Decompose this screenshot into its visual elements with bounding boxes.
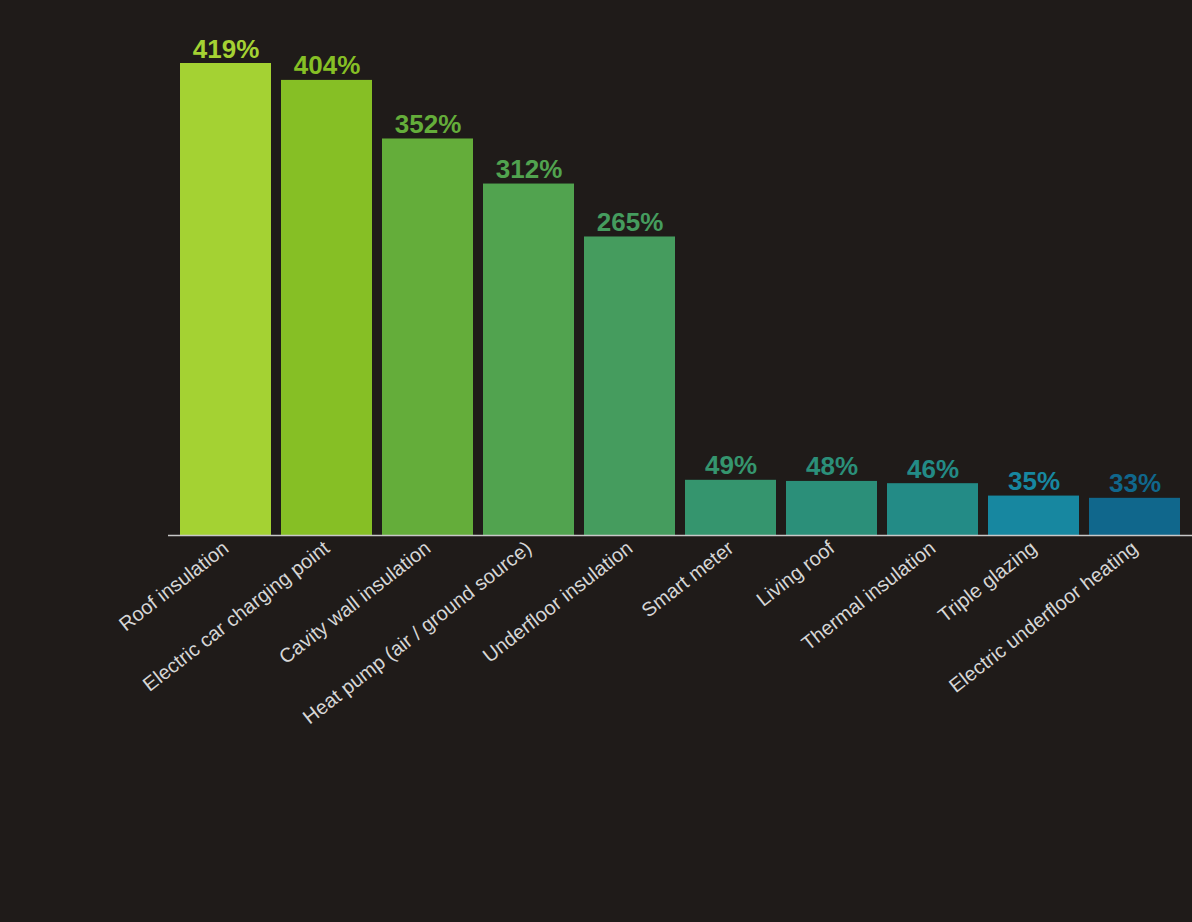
svg-text:35%: 35% bbox=[1008, 466, 1060, 496]
svg-text:Triple glazing: Triple glazing bbox=[934, 536, 1041, 626]
svg-text:Cavity wall insulation: Cavity wall insulation bbox=[274, 536, 435, 668]
svg-text:419%: 419% bbox=[193, 34, 260, 64]
svg-text:Living roof: Living roof bbox=[752, 536, 839, 610]
svg-text:46%: 46% bbox=[907, 454, 959, 484]
svg-text:33%: 33% bbox=[1109, 468, 1161, 498]
svg-text:Electric car charging point: Electric car charging point bbox=[139, 536, 334, 695]
svg-text:312%: 312% bbox=[496, 154, 563, 184]
svg-text:404%: 404% bbox=[294, 50, 361, 80]
svg-text:265%: 265% bbox=[597, 207, 664, 237]
svg-text:Smart meter: Smart meter bbox=[637, 536, 738, 621]
svg-text:Roof insulation: Roof insulation bbox=[114, 536, 233, 636]
svg-text:Electric underfloor heating: Electric underfloor heating bbox=[945, 536, 1142, 696]
svg-text:Underfloor insulation: Underfloor insulation bbox=[478, 536, 636, 666]
svg-text:49%: 49% bbox=[705, 450, 757, 480]
svg-text:352%: 352% bbox=[395, 109, 462, 139]
svg-text:48%: 48% bbox=[806, 451, 858, 481]
svg-text:Thermal insulation: Thermal insulation bbox=[797, 536, 939, 654]
svg-text:Heat pump (air / ground source: Heat pump (air / ground source) bbox=[298, 536, 536, 729]
